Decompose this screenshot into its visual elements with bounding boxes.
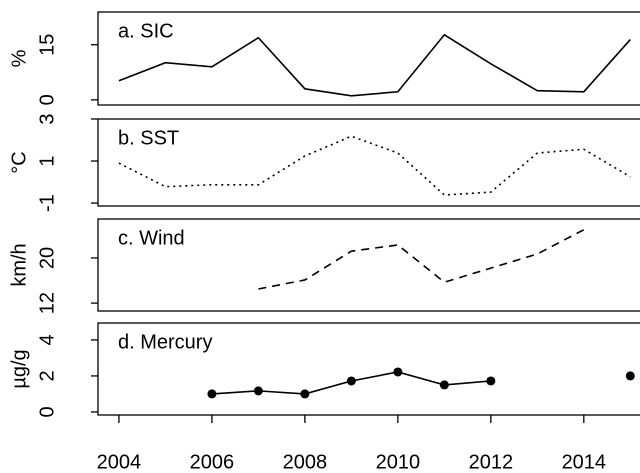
data-line xyxy=(118,135,631,196)
y-tick-label: 3 xyxy=(36,113,58,124)
y-tick-label: 4 xyxy=(36,334,58,345)
panel-title: d. Mercury xyxy=(118,331,212,353)
panel-frame xyxy=(97,218,640,312)
data-point xyxy=(300,389,310,399)
data-line xyxy=(258,229,585,290)
y-axis-label: µg/g xyxy=(8,349,30,388)
x-tick-label: 2012 xyxy=(469,451,514,473)
x-tick-label: 2006 xyxy=(190,451,235,473)
data-point xyxy=(625,371,635,381)
panel-frame xyxy=(97,11,640,106)
x-tick-label: 2008 xyxy=(283,451,328,473)
y-tick-label: 0 xyxy=(36,94,58,105)
y-tick-label: -1 xyxy=(36,194,58,212)
panel-title: b. SST xyxy=(118,127,179,149)
y-axis-label: km/h xyxy=(8,243,30,286)
data-line xyxy=(118,33,631,97)
panel-frame xyxy=(97,322,640,416)
panel-frame xyxy=(97,118,640,207)
x-tick-label: 2010 xyxy=(376,451,421,473)
y-tick-label: 12 xyxy=(36,292,58,314)
y-tick-label: 2 xyxy=(36,370,58,381)
y-tick-label: 0 xyxy=(36,406,58,417)
y-axis-label: % xyxy=(8,49,30,67)
data-point xyxy=(346,376,356,386)
y-tick-label: 15 xyxy=(36,34,58,56)
data-point xyxy=(253,386,263,396)
x-tick-label: 2014 xyxy=(562,451,607,473)
y-tick-label: 1 xyxy=(36,155,58,166)
x-tick-label: 2004 xyxy=(97,451,142,473)
y-tick-label: 20 xyxy=(36,247,58,269)
panel-title: a. SIC xyxy=(118,20,174,42)
data-point xyxy=(207,389,217,399)
panel-title: c. Wind xyxy=(118,227,185,249)
data-point xyxy=(486,376,496,386)
data-point xyxy=(439,380,449,390)
data-point xyxy=(393,367,403,377)
y-axis-label: °C xyxy=(8,151,30,173)
